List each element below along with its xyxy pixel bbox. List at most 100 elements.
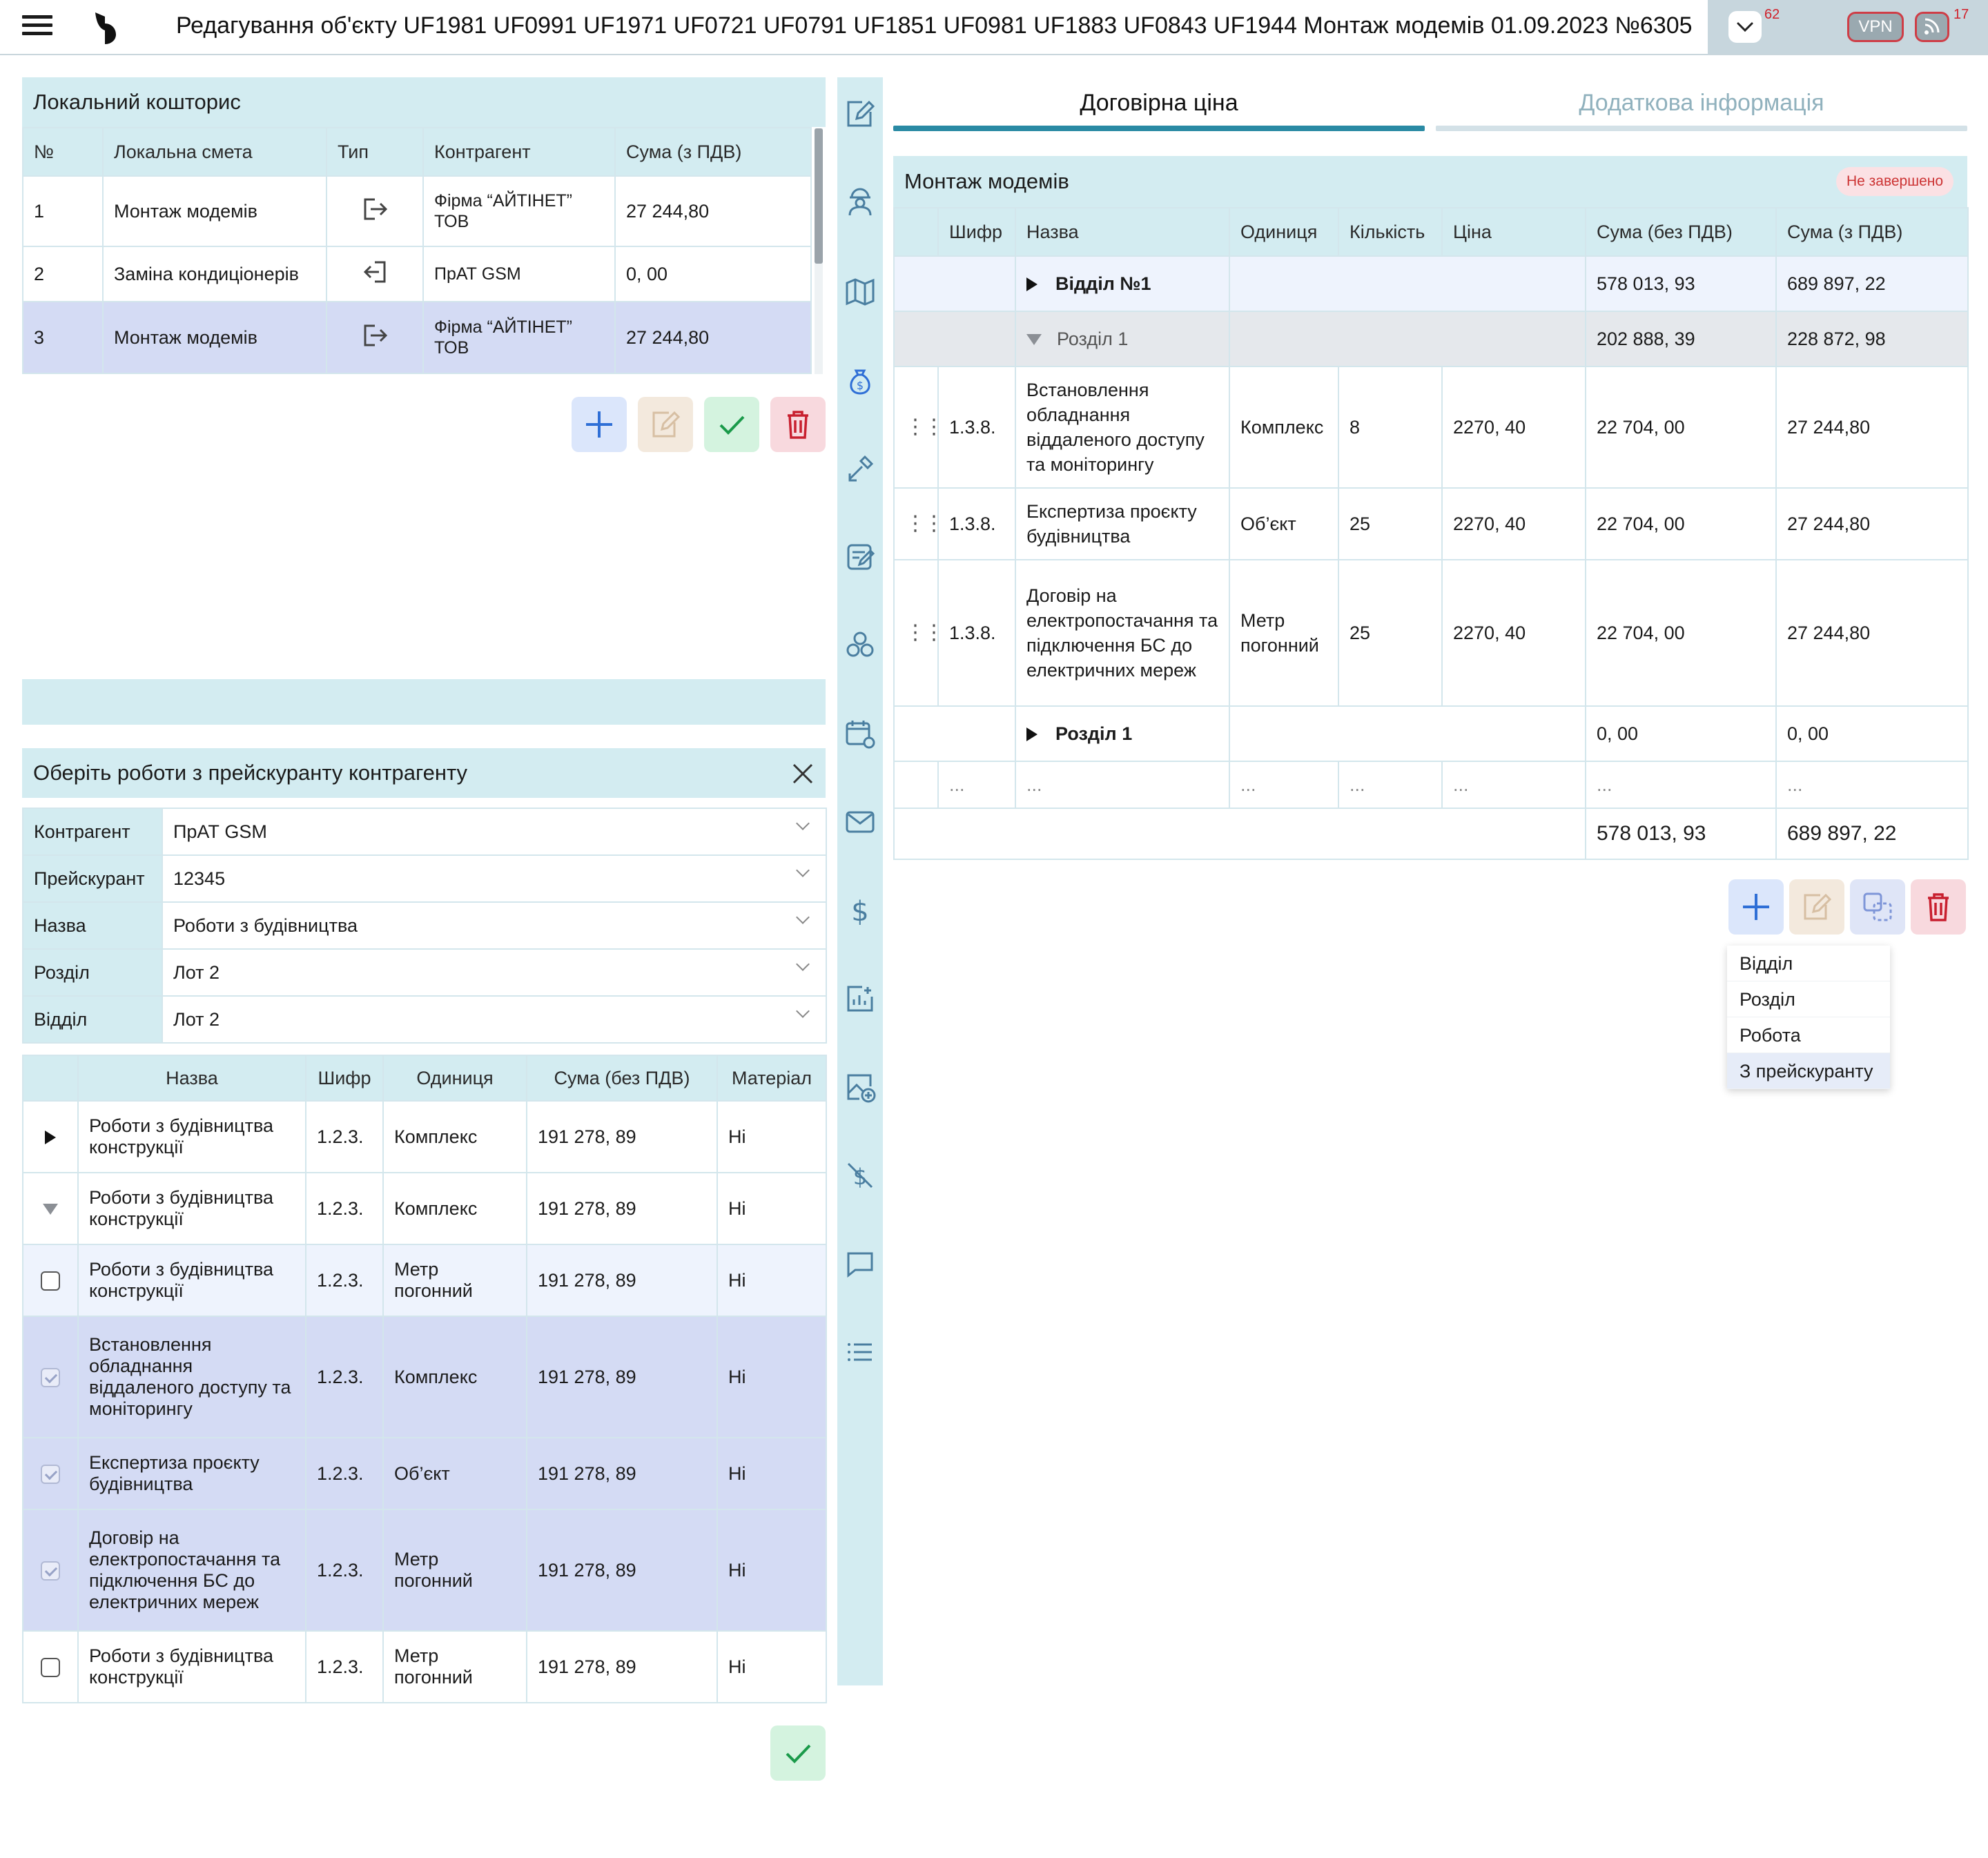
column-header-name[interactable]: Назва	[1015, 207, 1230, 257]
expand-toggle[interactable]	[22, 1100, 79, 1173]
section-row[interactable]: Розділ 1 0, 00 0, 00	[893, 705, 1969, 762]
tab-additional-info[interactable]: Додаткова інформація	[1579, 90, 1824, 116]
delete-estimate-button[interactable]	[770, 397, 826, 452]
column-header-price[interactable]: Ціна	[1441, 207, 1586, 257]
copy-item-button[interactable]	[1850, 879, 1905, 935]
row-sum: 27 244,80	[614, 301, 812, 374]
table-row[interactable]: ⋮⋮ 1.3.8. Встановлення обладнання віддал…	[893, 366, 1969, 489]
table-row[interactable]: 1 Монтаж модемів Фірма “АЙТІНЕТ” ТОВ 27 …	[22, 175, 812, 247]
row-name: Встановлення обладнання віддаленого дост…	[77, 1316, 306, 1438]
document-edit-icon[interactable]	[844, 541, 876, 573]
menu-item-from-price-list[interactable]: З прейскуранту	[1727, 1053, 1890, 1089]
drag-handle-icon[interactable]: ⋮⋮	[893, 487, 939, 560]
image-add-icon[interactable]	[844, 1071, 876, 1103]
map-icon[interactable]	[844, 276, 876, 308]
column-header-qty[interactable]: Кількість	[1338, 207, 1443, 257]
column-header-unit[interactable]: Одиниця	[1229, 207, 1339, 257]
menu-item-section[interactable]: Розділ	[1727, 981, 1890, 1017]
column-header-sum[interactable]: Сума (без ПДВ)	[526, 1055, 718, 1102]
column-header-material[interactable]: Матеріал	[717, 1055, 827, 1102]
edit-item-button[interactable]	[1789, 879, 1844, 935]
column-header-sum-vat[interactable]: Сума (з ПДВ)	[1775, 207, 1969, 257]
menu-item-department[interactable]: Відділ	[1727, 946, 1890, 981]
worker-icon[interactable]	[844, 186, 876, 218]
table-row[interactable]: Роботи з будівництва конструкції 1.2.3. …	[22, 1100, 827, 1173]
boxes-icon[interactable]	[844, 629, 876, 661]
chart-icon[interactable]	[844, 983, 876, 1015]
row-checkbox[interactable]	[22, 1509, 79, 1632]
row-checkbox[interactable]	[22, 1244, 79, 1317]
dollar-icon[interactable]: $	[844, 894, 876, 926]
plus-icon	[586, 411, 612, 438]
no-currency-icon[interactable]: $	[844, 1160, 876, 1191]
column-header-code[interactable]: Шифр	[937, 207, 1016, 257]
table-row[interactable]: Роботи з будівництва конструкції 1.2.3. …	[22, 1630, 827, 1703]
table-row-selected[interactable]: Договір на електропостачання та підключе…	[22, 1509, 827, 1632]
add-estimate-button[interactable]	[572, 397, 627, 452]
table-row[interactable]: ⋮⋮ 1.3.8. Договір на електропостачання т…	[893, 559, 1969, 707]
mail-icon[interactable]	[844, 806, 876, 838]
drag-handle-icon[interactable]: ⋮⋮	[893, 366, 939, 489]
row-type	[326, 175, 424, 247]
expand-right-icon[interactable]	[1026, 277, 1037, 292]
department-row[interactable]: Відділ №1 578 013, 93 689 897, 22	[893, 255, 1969, 312]
collapse-toggle[interactable]	[22, 1172, 79, 1245]
row-name: Роботи з будівництва конструкції	[77, 1100, 306, 1173]
item-sum: 22 704, 00	[1585, 487, 1777, 560]
row-checkbox[interactable]	[22, 1316, 79, 1438]
table-row[interactable]: Роботи з будівництва конструкції 1.2.3. …	[22, 1172, 827, 1245]
table-row[interactable]: Роботи з будівництва конструкції 1.2.3. …	[22, 1244, 827, 1317]
chat-icon[interactable]	[844, 1248, 876, 1280]
local-estimate-scrollbar[interactable]	[815, 128, 823, 374]
item-name: Експертиза проєкту будівництва	[1015, 487, 1230, 560]
column-header-sum[interactable]: Сума (з ПДВ)	[614, 127, 812, 177]
table-row-selected[interactable]: 3 Монтаж модемів Фірма “АЙТІНЕТ” ТОВ 27 …	[22, 301, 812, 374]
column-header-number[interactable]: №	[22, 127, 104, 177]
table-row-selected[interactable]: Встановлення обладнання віддаленого дост…	[22, 1316, 827, 1438]
row-checkbox[interactable]	[22, 1630, 79, 1703]
money-bag-icon[interactable]: $	[844, 364, 876, 396]
table-row[interactable]: 2 Заміна кондиціонерів ПрАТ GSM 0, 00	[22, 246, 812, 302]
collapse-down-icon[interactable]	[1026, 334, 1042, 346]
notifications-button[interactable]	[1728, 11, 1762, 43]
menu-item-work[interactable]: Робота	[1727, 1017, 1890, 1053]
column-header-type[interactable]: Тип	[326, 127, 424, 177]
department-select[interactable]: Лот 2	[162, 995, 827, 1044]
ellipsis-cell: ...	[1229, 761, 1339, 809]
list-icon[interactable]	[844, 1336, 876, 1368]
section-select[interactable]: Лот 2	[162, 948, 827, 997]
drag-handle-icon[interactable]: ⋮⋮	[893, 559, 939, 707]
delete-item-button[interactable]	[1911, 879, 1966, 935]
add-item-button[interactable]	[1728, 879, 1784, 935]
column-header-contractor[interactable]: Контрагент	[422, 127, 616, 177]
tools-icon[interactable]	[844, 453, 876, 485]
column-header-estimate[interactable]: Локальна смета	[102, 127, 327, 177]
row-sum: 0, 00	[614, 246, 812, 302]
confirm-selection-button[interactable]	[770, 1725, 826, 1781]
edit-icon[interactable]	[844, 98, 876, 130]
feed-button[interactable]	[1915, 12, 1949, 42]
calendar-icon[interactable]	[844, 718, 876, 750]
item-name: Встановлення обладнання віддаленого дост…	[1015, 366, 1230, 489]
vpn-button[interactable]: VPN	[1847, 12, 1904, 42]
name-select[interactable]: Роботи з будівництва	[162, 901, 827, 950]
status-badge: Не завершено	[1836, 167, 1953, 196]
row-checkbox[interactable]	[22, 1437, 79, 1510]
column-header-name[interactable]: Назва	[77, 1055, 306, 1102]
table-row-selected[interactable]: Експертиза проєкту будівництва 1.2.3. Об…	[22, 1437, 827, 1510]
app-logo[interactable]	[88, 10, 121, 46]
column-header-sum[interactable]: Сума (без ПДВ)	[1585, 207, 1777, 257]
table-row[interactable]: ⋮⋮ 1.3.8. Експертиза проєкту будівництва…	[893, 487, 1969, 560]
contractor-select[interactable]: ПрАТ GSM	[162, 808, 827, 856]
close-icon[interactable]	[791, 762, 815, 785]
column-header-unit[interactable]: Одиниця	[382, 1055, 527, 1102]
price-filter-form: Контрагент ПрАТ GSM Прейскурант 12345 На…	[22, 808, 827, 1044]
tab-contract-price[interactable]: Договірна ціна	[1080, 90, 1238, 116]
expand-right-icon[interactable]	[1026, 727, 1037, 742]
column-header-code[interactable]: Шифр	[305, 1055, 384, 1102]
price-list-select[interactable]: 12345	[162, 854, 827, 903]
edit-estimate-button[interactable]	[638, 397, 693, 452]
confirm-estimate-button[interactable]	[704, 397, 759, 452]
hamburger-menu-icon[interactable]	[22, 15, 52, 40]
section-row[interactable]: Розділ 1 202 888, 39 228 872, 98	[893, 311, 1969, 367]
